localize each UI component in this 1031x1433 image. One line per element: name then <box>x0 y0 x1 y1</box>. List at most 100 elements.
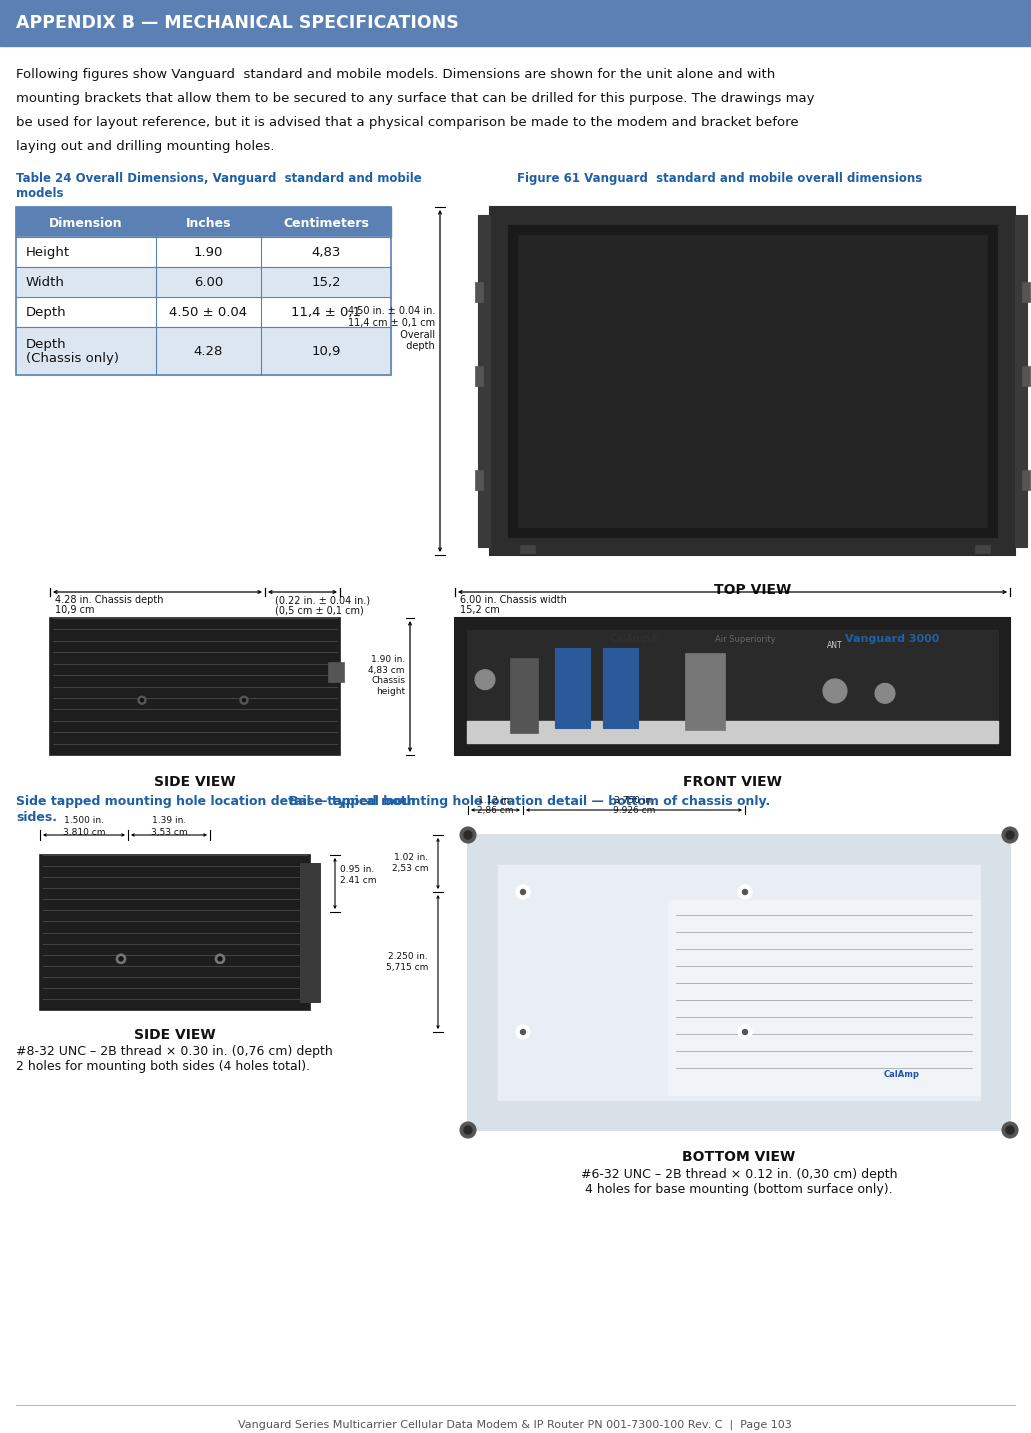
Text: sides.: sides. <box>16 811 57 824</box>
Text: BOTTOM VIEW: BOTTOM VIEW <box>683 1151 796 1164</box>
Circle shape <box>460 1122 476 1138</box>
Text: 6.00: 6.00 <box>194 275 223 288</box>
Circle shape <box>742 1029 747 1035</box>
Text: Vanguard 3000: Vanguard 3000 <box>845 633 939 643</box>
Bar <box>478 215 490 547</box>
Bar <box>498 866 980 1101</box>
Circle shape <box>875 684 895 704</box>
Text: 11,4 ± 0,1: 11,4 ± 0,1 <box>291 305 361 318</box>
Circle shape <box>475 669 495 689</box>
Bar <box>510 658 538 734</box>
Bar <box>1022 470 1030 490</box>
Text: 15,2 cm: 15,2 cm <box>460 605 500 615</box>
Bar <box>475 365 483 385</box>
Circle shape <box>516 1025 530 1039</box>
Circle shape <box>218 957 222 962</box>
Text: SIDE VIEW: SIDE VIEW <box>155 775 236 790</box>
Text: Inches: Inches <box>186 216 231 229</box>
Text: CalAmp®: CalAmp® <box>609 633 661 643</box>
Circle shape <box>464 1126 472 1134</box>
Text: 15,2: 15,2 <box>311 275 341 288</box>
Circle shape <box>215 954 225 964</box>
Circle shape <box>521 890 526 894</box>
Circle shape <box>138 696 146 704</box>
Text: mounting brackets that allow them to be secured to any surface that can be drill: mounting brackets that allow them to be … <box>16 92 814 105</box>
Text: APPENDIX B — MECHANICAL SPECIFICATIONS: APPENDIX B — MECHANICAL SPECIFICATIONS <box>16 14 459 32</box>
Text: laying out and drilling mounting holes.: laying out and drilling mounting holes. <box>16 140 274 153</box>
Text: 1.90 in.
4,83 cm
Chassis
height: 1.90 in. 4,83 cm Chassis height <box>368 655 405 695</box>
Circle shape <box>460 827 476 843</box>
Text: models: models <box>16 186 64 201</box>
Bar <box>455 618 1010 755</box>
Text: ANT: ANT <box>827 641 842 651</box>
Text: 3,53 cm: 3,53 cm <box>151 828 188 837</box>
Text: #8-32 UNC – 2B thread × 0.30 in. (0,76 cm) depth: #8-32 UNC – 2B thread × 0.30 in. (0,76 c… <box>16 1045 333 1058</box>
Bar <box>475 282 483 302</box>
Circle shape <box>1006 831 1015 838</box>
Circle shape <box>240 696 248 704</box>
Text: 1.39 in.: 1.39 in. <box>152 815 187 825</box>
Text: Table 24 Overall Dimensions, Vanguard  standard and mobile: Table 24 Overall Dimensions, Vanguard st… <box>16 172 422 185</box>
Circle shape <box>464 831 472 838</box>
Circle shape <box>823 679 847 704</box>
Bar <box>328 662 344 682</box>
Text: CalAmp: CalAmp <box>884 1070 920 1079</box>
Bar <box>975 545 990 553</box>
Text: 4.50 ± 0.04: 4.50 ± 0.04 <box>169 305 247 318</box>
Circle shape <box>516 886 530 898</box>
Bar <box>16 206 391 375</box>
Circle shape <box>117 954 126 964</box>
Text: Centimeters: Centimeters <box>284 216 369 229</box>
Circle shape <box>1002 1122 1018 1138</box>
Circle shape <box>140 699 143 702</box>
Bar <box>518 235 987 527</box>
Text: (0.22 in. ± 0.04 in.): (0.22 in. ± 0.04 in.) <box>275 595 370 605</box>
Bar <box>16 327 391 375</box>
Text: Height: Height <box>26 245 70 258</box>
Text: Width: Width <box>26 275 65 288</box>
Bar <box>685 653 725 729</box>
Text: Vanguard Series Multicarrier Cellular Data Modem & IP Router PN 001-7300-100 Rev: Vanguard Series Multicarrier Cellular Da… <box>238 1420 792 1430</box>
Text: 2.250 in.
5,715 cm: 2.250 in. 5,715 cm <box>386 953 428 972</box>
Text: 1.500 in.: 1.500 in. <box>64 815 104 825</box>
Text: 1.02 in.
2,53 cm: 1.02 in. 2,53 cm <box>392 853 428 873</box>
Text: 4,83: 4,83 <box>311 245 340 258</box>
Text: Figure 61 Vanguard  standard and mobile overall dimensions: Figure 61 Vanguard standard and mobile o… <box>518 172 923 185</box>
Text: 0.95 in.
2.41 cm: 0.95 in. 2.41 cm <box>340 866 376 884</box>
Text: 4.50 in. ± 0.04 in.
11,4 cm ± 0,1 cm
  Overall
  depth: 4.50 in. ± 0.04 in. 11,4 cm ± 0,1 cm Ove… <box>347 307 435 351</box>
Bar <box>490 206 1015 555</box>
Bar <box>1022 365 1030 385</box>
Bar <box>668 900 980 1095</box>
Text: (Chassis only): (Chassis only) <box>26 351 119 364</box>
Bar <box>475 470 483 490</box>
Text: SIDE VIEW: SIDE VIEW <box>134 1027 215 1042</box>
Circle shape <box>119 957 123 962</box>
Circle shape <box>1002 827 1018 843</box>
Text: Depth: Depth <box>26 338 67 351</box>
Text: FRONT VIEW: FRONT VIEW <box>684 775 781 790</box>
Text: Following figures show Vanguard  standard and mobile models. Dimensions are show: Following figures show Vanguard standard… <box>16 67 775 82</box>
Bar <box>300 863 320 1002</box>
Text: be used for layout reference, but it is advised that a physical comparison be ma: be used for layout reference, but it is … <box>16 116 799 129</box>
Text: 4.28 in. Chassis depth: 4.28 in. Chassis depth <box>55 595 164 605</box>
Text: 4.28: 4.28 <box>194 344 223 357</box>
Bar <box>49 618 340 755</box>
Circle shape <box>742 890 747 894</box>
Bar <box>40 856 310 1010</box>
Text: 10,9 cm: 10,9 cm <box>55 605 95 615</box>
Text: 3.810 cm: 3.810 cm <box>63 828 105 837</box>
Bar <box>1015 215 1027 547</box>
Text: Side tapped mounting hole location detail — typical both: Side tapped mounting hole location detai… <box>16 795 415 808</box>
Bar <box>16 267 391 297</box>
Bar <box>520 545 535 553</box>
Bar <box>16 236 391 267</box>
Text: 10,9: 10,9 <box>311 344 340 357</box>
Bar <box>467 721 998 742</box>
Circle shape <box>738 1025 752 1039</box>
Text: 1.90: 1.90 <box>194 245 223 258</box>
Bar <box>468 835 1010 1131</box>
Bar <box>555 648 590 728</box>
Circle shape <box>738 886 752 898</box>
Text: Depth: Depth <box>26 305 67 318</box>
Circle shape <box>242 699 245 702</box>
